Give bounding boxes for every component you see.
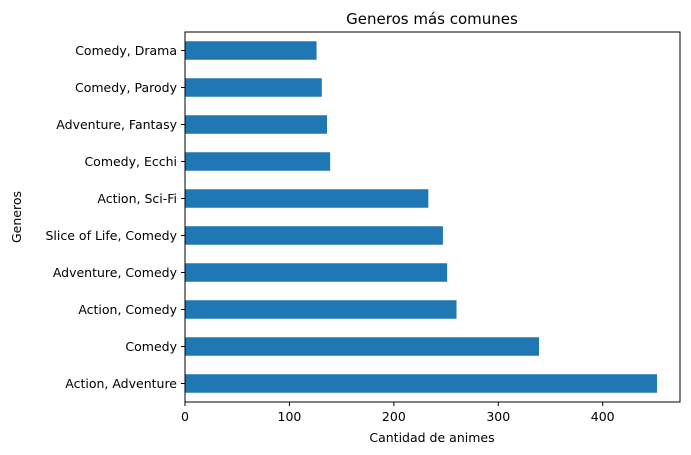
y-tick-label-3: Adventure, Comedy xyxy=(53,265,178,280)
x-axis-label: Cantidad de animes xyxy=(369,430,494,445)
bar-2 xyxy=(185,300,457,319)
y-tick-label-2: Action, Comedy xyxy=(78,302,177,317)
bar-0 xyxy=(185,374,658,393)
bar-4 xyxy=(185,226,443,245)
bar-7 xyxy=(185,115,328,134)
chart-title: Generos más comunes xyxy=(346,10,518,28)
bar-8 xyxy=(185,78,322,97)
x-tick-label-3: 300 xyxy=(486,409,510,424)
x-tick-label-2: 200 xyxy=(382,409,406,424)
y-tick-label-8: Comedy, Parody xyxy=(75,80,178,95)
y-tick-label-1: Comedy xyxy=(125,339,177,354)
x-tick-label-0: 0 xyxy=(181,409,189,424)
y-axis-label: Generos xyxy=(9,191,24,243)
y-tick-label-5: Action, Sci-Fi xyxy=(97,191,177,206)
y-tick-label-6: Comedy, Ecchi xyxy=(84,154,177,169)
y-tick-label-9: Comedy, Drama xyxy=(75,43,177,58)
y-tick-label-4: Slice of Life, Comedy xyxy=(46,228,178,243)
bars-group xyxy=(185,41,658,393)
y-tick-label-7: Adventure, Fantasy xyxy=(56,117,177,132)
bar-6 xyxy=(185,152,331,171)
x-tick-label-4: 400 xyxy=(591,409,615,424)
bar-3 xyxy=(185,263,448,282)
x-tick-label-1: 100 xyxy=(278,409,302,424)
bar-9 xyxy=(185,41,317,60)
bar-1 xyxy=(185,337,540,356)
bar-5 xyxy=(185,189,429,208)
y-tick-label-0: Action, Adventure xyxy=(65,376,177,391)
x-axis-ticks: 0 100 200 300 400 xyxy=(181,402,615,424)
y-axis-ticks: Action, Adventure Comedy Action, Comedy Adv… xyxy=(46,43,185,391)
plot-frame xyxy=(184,31,681,403)
